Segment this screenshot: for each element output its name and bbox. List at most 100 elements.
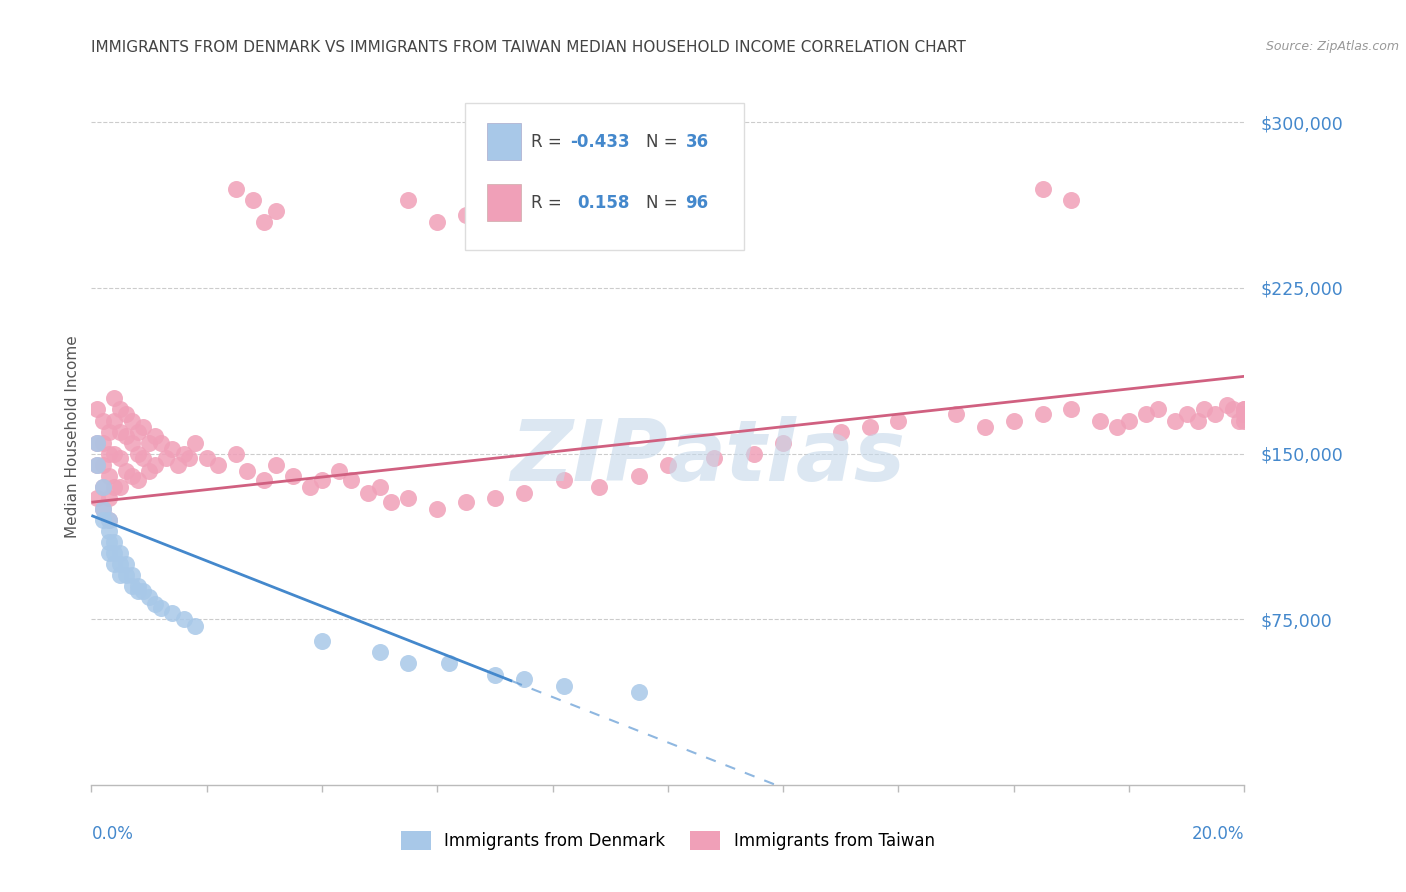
Point: [253, 473, 276, 487]
Text: 20.0%: 20.0%: [1192, 825, 1244, 843]
Point: [149, 435, 172, 450]
Point: [627, 468, 650, 483]
Point: [772, 435, 794, 450]
Point: [396, 193, 419, 207]
Point: [115, 429, 138, 443]
Point: [138, 591, 160, 605]
Point: [110, 402, 132, 417]
Point: [437, 657, 460, 671]
Point: [887, 413, 910, 427]
Text: 0.0%: 0.0%: [91, 825, 134, 843]
Point: [311, 473, 333, 487]
Point: [110, 546, 132, 560]
Point: [97, 535, 120, 549]
Point: [357, 486, 380, 500]
Point: [1164, 413, 1187, 427]
Point: [91, 501, 114, 516]
Point: [132, 583, 155, 598]
Point: [1060, 193, 1083, 207]
Point: [132, 420, 155, 434]
Point: [143, 597, 166, 611]
Point: [97, 513, 120, 527]
Point: [173, 612, 195, 626]
Point: [513, 486, 536, 500]
Point: [86, 402, 108, 417]
Point: [173, 447, 195, 461]
Point: [1187, 413, 1209, 427]
Point: [91, 458, 114, 472]
Point: [127, 473, 149, 487]
Point: [160, 442, 183, 457]
Point: [103, 392, 125, 406]
Point: [1175, 407, 1198, 421]
Point: [426, 215, 449, 229]
Point: [110, 568, 132, 582]
Point: [1204, 407, 1226, 421]
Point: [86, 458, 108, 472]
Point: [121, 568, 143, 582]
Point: [368, 480, 391, 494]
Text: R =: R =: [531, 133, 567, 151]
Point: [426, 501, 449, 516]
Point: [1222, 402, 1244, 417]
Point: [1233, 402, 1256, 417]
Point: [103, 546, 125, 560]
Point: [299, 480, 322, 494]
Point: [742, 447, 765, 461]
Point: [103, 557, 125, 571]
Point: [311, 634, 333, 648]
Point: [858, 420, 880, 434]
Point: [86, 458, 108, 472]
Point: [1227, 413, 1250, 427]
Point: [1233, 413, 1256, 427]
Point: [121, 435, 143, 450]
Text: 36: 36: [686, 133, 709, 151]
Point: [121, 468, 143, 483]
Text: N =: N =: [647, 133, 683, 151]
Text: R =: R =: [531, 194, 572, 211]
Point: [155, 451, 177, 466]
Point: [179, 451, 201, 466]
Point: [1233, 407, 1256, 421]
Point: [340, 473, 363, 487]
Point: [143, 429, 166, 443]
Point: [1118, 413, 1140, 427]
Point: [657, 458, 679, 472]
Point: [380, 495, 402, 509]
Point: [97, 524, 120, 538]
Point: [1233, 407, 1256, 421]
Point: [1135, 407, 1157, 421]
Point: [1233, 402, 1256, 417]
Point: [91, 501, 114, 516]
Point: [945, 407, 967, 421]
Point: [115, 568, 138, 582]
Point: [97, 513, 120, 527]
Point: [281, 468, 305, 483]
Point: [160, 606, 183, 620]
Point: [703, 451, 725, 466]
Point: [184, 435, 207, 450]
Point: [454, 495, 477, 509]
Point: [1060, 402, 1083, 417]
Point: [588, 480, 610, 494]
Point: [207, 458, 229, 472]
Point: [1192, 402, 1215, 417]
Point: [103, 413, 125, 427]
Text: -0.433: -0.433: [571, 133, 630, 151]
Point: [553, 473, 575, 487]
Point: [1032, 181, 1054, 195]
Point: [127, 579, 149, 593]
Y-axis label: Median Household Income: Median Household Income: [65, 335, 80, 539]
Point: [484, 491, 506, 505]
Point: [103, 447, 125, 461]
Point: [264, 203, 287, 218]
Point: [91, 480, 114, 494]
Point: [110, 451, 132, 466]
Point: [132, 451, 155, 466]
Legend: Immigrants from Denmark, Immigrants from Taiwan: Immigrants from Denmark, Immigrants from…: [394, 824, 942, 856]
Text: atlas: atlas: [668, 417, 905, 500]
Point: [86, 435, 108, 450]
Point: [91, 513, 114, 527]
Point: [225, 447, 247, 461]
Point: [973, 420, 995, 434]
